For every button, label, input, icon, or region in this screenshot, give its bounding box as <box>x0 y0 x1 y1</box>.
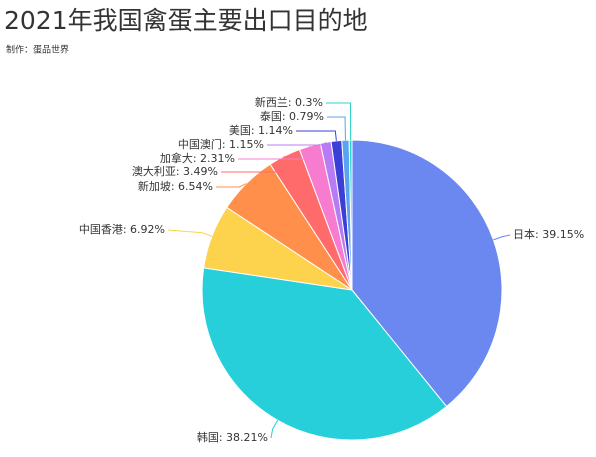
pie-slice <box>351 139 503 408</box>
data-label: 韩国: 38.21% <box>197 430 268 444</box>
chart-title: 2021年我国禽蛋主要出口目的地 <box>4 6 368 35</box>
data-label: 美国: 1.14% <box>229 124 293 137</box>
pie-slice <box>348 139 353 291</box>
leader-line <box>326 102 352 141</box>
leader-line <box>327 116 346 141</box>
data-label: 澳大利亚: 3.49% <box>132 164 218 178</box>
chart-subtitle: 制作：蛋品世界 <box>6 44 69 56</box>
leader-line <box>270 420 279 439</box>
data-label: 中国澳门: 1.15% <box>178 137 264 151</box>
data-label: 中国香港: 6.92% <box>79 223 165 236</box>
leader-line <box>167 229 213 237</box>
data-label: 新西兰: 0.3% <box>255 95 323 109</box>
data-label: 新加坡: 6.54% <box>138 179 213 193</box>
leader-line <box>216 183 247 188</box>
data-label: 加拿大: 2.31% <box>160 151 235 165</box>
data-label: 泰国: 0.79% <box>260 109 324 123</box>
leader-line <box>267 142 327 146</box>
leader-line <box>221 155 285 173</box>
leader-line <box>493 234 511 241</box>
leader-line <box>238 145 311 160</box>
leader-line <box>296 130 337 141</box>
data-label: 日本: 39.15% <box>513 227 584 241</box>
